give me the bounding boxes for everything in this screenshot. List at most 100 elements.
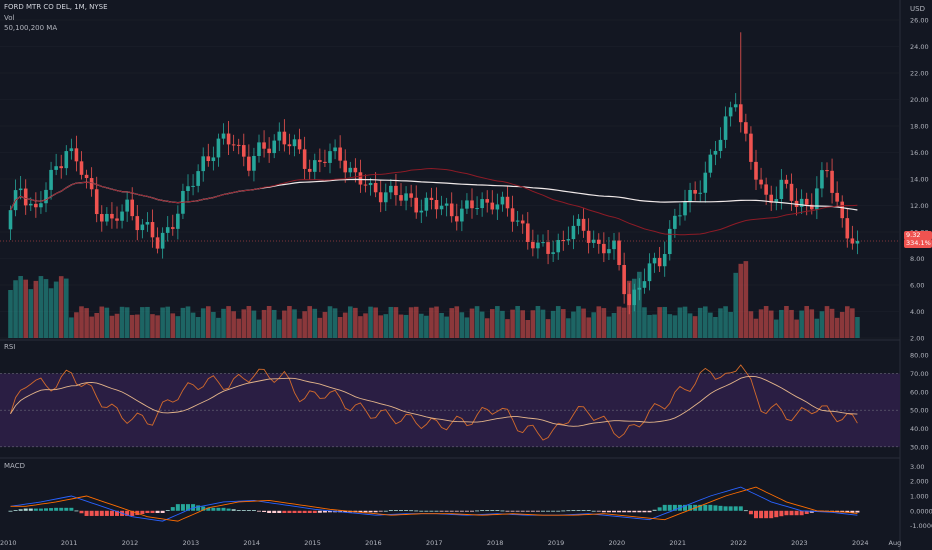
macd-histogram-bar — [38, 508, 43, 511]
volume-bar — [241, 309, 247, 338]
candle-body — [196, 171, 200, 186]
candle-body — [566, 239, 571, 241]
volume-bar — [302, 311, 307, 338]
currency-label[interactable]: USD — [910, 5, 925, 13]
volume-bar — [63, 278, 69, 338]
volume-bar — [738, 263, 744, 338]
candle-body — [99, 214, 104, 222]
volume-bar — [373, 307, 378, 338]
macd-histogram-bar — [272, 510, 277, 513]
macd-histogram-bar — [94, 510, 99, 516]
candle-body — [454, 216, 459, 222]
candle-body — [94, 189, 99, 215]
candle-body — [667, 228, 672, 255]
macd-histogram-bar — [125, 510, 130, 516]
macd-histogram-bar — [840, 510, 845, 513]
volume-bar — [652, 314, 657, 338]
candle-body — [323, 161, 327, 163]
volume-bar — [576, 306, 581, 338]
candle-body — [363, 184, 368, 186]
candle-body — [683, 201, 687, 216]
volume-bar — [195, 317, 201, 338]
macd-histogram-bar — [399, 510, 403, 511]
rsi-title: RSI — [4, 343, 16, 351]
macd-histogram-bar — [622, 510, 627, 513]
volume-bar — [276, 319, 282, 338]
volume-bar — [216, 317, 221, 338]
volume-bar — [282, 310, 287, 338]
volume-bar — [211, 311, 216, 338]
candle-body — [155, 237, 160, 249]
macd-histogram-bar — [794, 510, 799, 516]
candle-body — [409, 193, 413, 198]
macd-histogram-bar — [637, 510, 642, 513]
volume-bar — [743, 261, 749, 338]
volume-bar — [814, 318, 820, 338]
candle-body — [485, 199, 490, 203]
candle-body — [74, 148, 79, 162]
macd-histogram-bar — [835, 510, 840, 512]
volume-bar — [713, 317, 718, 338]
time-axis-label: 2022 — [730, 539, 747, 547]
candle-body — [297, 139, 302, 150]
time-axis-label: 2023 — [791, 539, 808, 547]
volume-bar — [221, 308, 226, 338]
candle-body — [8, 210, 13, 230]
volume-bar — [697, 307, 703, 338]
macd-histogram-bar — [541, 510, 545, 512]
macd-histogram-bar — [267, 510, 272, 513]
volume-bar — [459, 312, 465, 338]
candle-body — [89, 178, 94, 190]
volume-bar — [337, 317, 343, 338]
macd-histogram-bar — [180, 504, 185, 511]
candle-body — [429, 197, 434, 200]
volume-bar — [150, 314, 155, 338]
time-axis-label: 2010 — [0, 539, 17, 547]
macd-histogram-bar — [89, 510, 94, 516]
macd-histogram-bar — [515, 510, 520, 512]
time-axis-label: 2011 — [61, 539, 78, 547]
macd-histogram-bar — [459, 510, 464, 512]
volume-bar — [642, 307, 647, 338]
macd-histogram-bar — [221, 507, 226, 511]
candle-body — [713, 150, 718, 155]
macd-histogram-bar — [328, 510, 332, 513]
macd-histogram-bar — [44, 508, 48, 511]
macd-histogram-bar — [495, 510, 500, 511]
macd-histogram-bar — [850, 510, 855, 513]
candle-body — [84, 174, 89, 179]
volume-bar — [728, 311, 733, 338]
candle-body — [693, 189, 697, 194]
time-axis-label: 2021 — [669, 539, 686, 547]
candle-body — [373, 182, 378, 193]
macd-histogram-bar — [596, 510, 601, 512]
macd-histogram-bar — [657, 507, 662, 511]
volume-bar — [145, 306, 150, 338]
macd-histogram-bar — [302, 510, 307, 513]
volume-bar — [23, 279, 29, 338]
volume-bar — [515, 306, 520, 338]
volume-bar — [748, 311, 754, 338]
candle-body — [525, 223, 530, 242]
rsi-tick-label: 80.00 — [910, 352, 929, 360]
time-axis-label: 2012 — [122, 539, 139, 547]
candle-body — [759, 179, 763, 185]
candle-body — [287, 144, 292, 147]
macd-histogram-bar — [713, 505, 718, 511]
macd-histogram-bar — [109, 510, 114, 516]
macd-histogram-bar — [551, 510, 556, 512]
candle-body — [596, 239, 601, 244]
macd-histogram-bar — [708, 504, 713, 511]
macd-histogram-bar — [69, 507, 74, 511]
macd-histogram-bar — [287, 510, 292, 513]
candle-body — [495, 204, 500, 210]
volume-bar — [134, 314, 140, 338]
candle-body — [804, 198, 809, 205]
symbol-title: FORD MTR CO DEL, 1M, NYSE — [4, 3, 108, 11]
macd-histogram-bar — [277, 510, 282, 513]
volume-bar — [74, 312, 79, 338]
candle-body — [708, 154, 713, 173]
candle-body — [652, 257, 657, 264]
volume-bar — [58, 276, 64, 338]
